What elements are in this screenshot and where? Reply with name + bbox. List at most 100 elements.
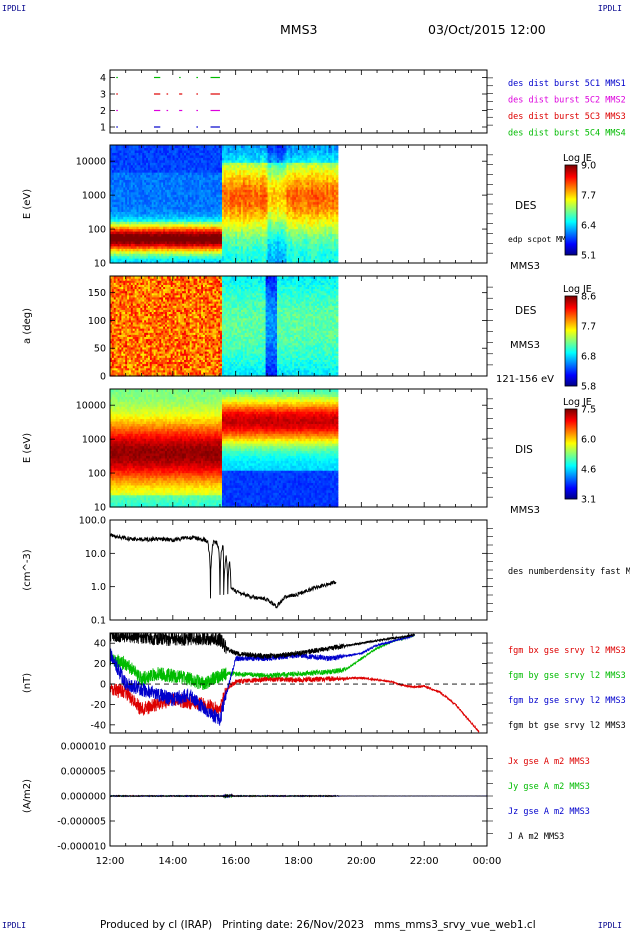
spectrogram-cell bbox=[242, 159, 246, 163]
spectrogram-cell bbox=[115, 196, 119, 200]
spectrogram-cell bbox=[110, 154, 113, 158]
spectrogram-cell bbox=[136, 164, 140, 168]
spectrogram-cell bbox=[265, 255, 269, 259]
spectrogram-cell bbox=[166, 260, 170, 264]
spectrogram-cell bbox=[277, 221, 280, 225]
spectrogram-cell bbox=[250, 167, 253, 171]
spectrogram-cell bbox=[138, 199, 141, 203]
spectrogram-cell bbox=[220, 248, 223, 252]
spectrogram-cell bbox=[220, 181, 223, 185]
spectrogram-cell bbox=[250, 255, 253, 259]
spectrogram-cell bbox=[184, 211, 187, 215]
spectrogram-cell bbox=[128, 152, 132, 156]
spectrogram-cell bbox=[180, 216, 183, 220]
spectrogram-cell bbox=[134, 255, 138, 259]
spectrogram-cell bbox=[240, 240, 244, 244]
spectrogram-cell bbox=[231, 167, 234, 171]
spectrogram-cell bbox=[138, 186, 141, 190]
spectrogram-cell bbox=[176, 243, 179, 247]
spectrogram-cell bbox=[278, 218, 282, 222]
spectrogram-cell bbox=[176, 228, 179, 232]
spectrogram-cell bbox=[286, 211, 290, 215]
spectrogram-cell bbox=[142, 199, 145, 203]
spectrogram-cell bbox=[168, 233, 172, 237]
spectrogram-cell bbox=[189, 248, 193, 252]
spectrogram-cell bbox=[157, 181, 160, 185]
spectrogram-cell bbox=[170, 154, 174, 158]
spectrogram-cell bbox=[142, 164, 145, 168]
spectrogram-cell bbox=[189, 201, 193, 205]
spectrogram-cell bbox=[184, 184, 187, 188]
spectrogram-cell bbox=[113, 147, 117, 151]
spectrogram-cell bbox=[278, 147, 282, 151]
spectrogram-cell bbox=[180, 184, 183, 188]
spectrogram-cell bbox=[170, 228, 174, 232]
spectrogram-cell bbox=[256, 238, 259, 242]
spectrogram-cell bbox=[178, 157, 181, 161]
spectrogram-cell bbox=[151, 204, 155, 208]
spectrogram-cell bbox=[263, 176, 267, 181]
spectrogram-cell bbox=[121, 154, 124, 158]
spectrogram-cell bbox=[250, 152, 253, 156]
spectrogram-cell bbox=[174, 189, 178, 193]
spectrogram-cell bbox=[185, 172, 189, 176]
spectrogram-cell bbox=[125, 184, 128, 188]
spectrogram-cell bbox=[149, 248, 153, 252]
spectrogram-cell bbox=[284, 226, 288, 230]
spectrogram-cell bbox=[286, 157, 290, 161]
spectrogram-cell bbox=[182, 216, 185, 220]
spectrogram-cell bbox=[176, 201, 179, 205]
spectrogram-cell bbox=[290, 248, 293, 252]
spectrogram-cell bbox=[242, 211, 246, 215]
spectrogram-cell bbox=[165, 258, 168, 262]
spectrogram-cell bbox=[256, 145, 259, 149]
spectrogram-cell bbox=[149, 231, 153, 235]
spectrogram-cell bbox=[185, 231, 189, 235]
spectrogram-cell bbox=[178, 152, 181, 156]
spectrogram-cell bbox=[284, 218, 288, 222]
spectrogram-cell bbox=[199, 250, 202, 254]
spectrogram-cell bbox=[218, 248, 221, 252]
spectrogram-cell bbox=[210, 228, 214, 232]
spectrogram-cell bbox=[172, 213, 176, 217]
spectrogram-cell bbox=[223, 176, 227, 181]
spectrogram-cell bbox=[206, 159, 210, 163]
spectrogram-cell bbox=[201, 174, 204, 178]
spectrogram-cell bbox=[178, 164, 181, 168]
spectrogram-cell bbox=[138, 218, 141, 222]
spectrogram-cell bbox=[182, 157, 185, 161]
spectrogram-cell bbox=[180, 189, 183, 193]
spectrogram-cell bbox=[166, 162, 170, 166]
spectrogram-cell bbox=[208, 149, 212, 153]
spectrogram-cell bbox=[161, 154, 164, 158]
burst-legend-label: des dist burst 5C1 MMS1 bbox=[508, 79, 626, 89]
spectrogram-cell bbox=[259, 169, 263, 173]
spectrogram-cell bbox=[277, 243, 280, 247]
spectrogram-cell bbox=[206, 164, 210, 168]
spectrogram-cell bbox=[111, 186, 115, 190]
spectrogram-cell bbox=[258, 211, 261, 215]
spectrogram-cell bbox=[197, 245, 200, 249]
spectrogram-cell bbox=[244, 179, 248, 183]
spectrogram-cell bbox=[240, 174, 244, 178]
spectrogram-cell bbox=[113, 216, 117, 220]
spectrogram-cell bbox=[191, 184, 195, 188]
spectrogram-cell bbox=[273, 145, 276, 149]
spectrogram-cell bbox=[155, 154, 159, 158]
spectrogram-cell bbox=[182, 204, 185, 208]
spectrogram-cell bbox=[256, 157, 259, 161]
spectrogram-cell bbox=[176, 235, 179, 240]
spectrogram-cell bbox=[136, 172, 140, 176]
spectrogram-cell bbox=[214, 174, 217, 178]
spectrogram-cell bbox=[206, 221, 210, 225]
spectrogram-cell bbox=[134, 147, 138, 151]
spectrogram-cell bbox=[204, 248, 208, 252]
spectrogram-cell bbox=[201, 233, 204, 237]
spectrogram-cell bbox=[231, 194, 234, 198]
spectrogram-cell bbox=[229, 238, 233, 242]
spectrogram-cell bbox=[218, 162, 221, 166]
spectrogram-cell bbox=[250, 176, 253, 181]
spectrogram-cell bbox=[195, 191, 198, 195]
spectrogram-cell bbox=[244, 211, 248, 215]
spectrogram-cell bbox=[166, 174, 170, 178]
